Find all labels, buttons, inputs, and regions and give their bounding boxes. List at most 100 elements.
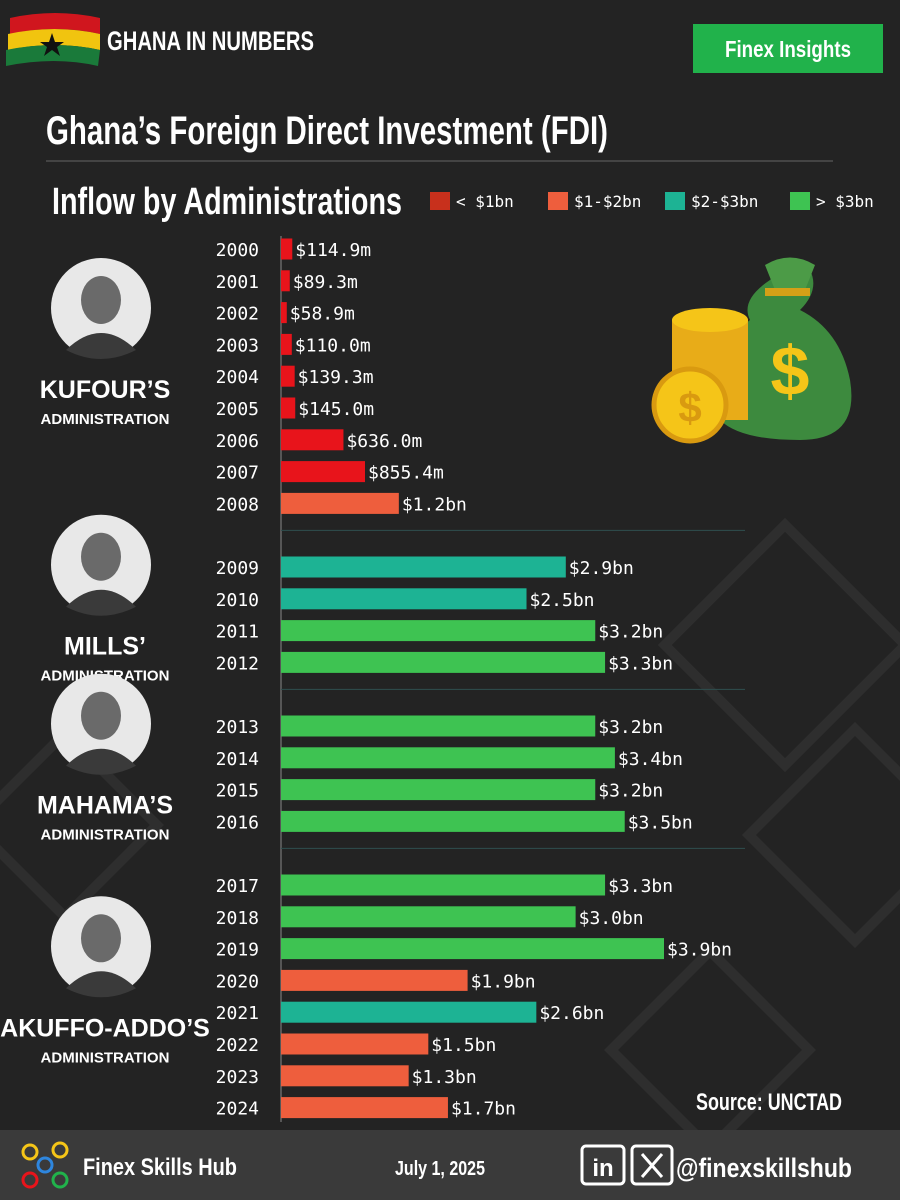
year-label: 2002 <box>216 304 259 325</box>
value-label: $110.0m <box>295 335 371 356</box>
bar <box>281 1001 537 1023</box>
year-label: 2003 <box>216 335 259 356</box>
portrait-body <box>66 333 136 359</box>
footer-handle: @finexskillshub <box>676 1153 852 1183</box>
background-pattern <box>0 517 900 1157</box>
value-label: $1.9bn <box>471 971 536 992</box>
year-label: 2009 <box>216 558 259 579</box>
value-label: $3.3bn <box>608 876 673 897</box>
footer-brand: Finex Skills Hub <box>83 1154 237 1181</box>
svg-text:$: $ <box>771 332 810 410</box>
bar <box>281 1065 409 1087</box>
year-label: 2000 <box>216 240 259 261</box>
money-illustration: $ $ <box>651 257 852 444</box>
legend-label: < $1bn <box>456 192 514 211</box>
year-label: 2012 <box>216 653 259 674</box>
value-label: $3.9bn <box>667 940 732 961</box>
administration-name: MAHAMA’S <box>37 792 173 820</box>
value-label: $3.2bn <box>598 781 663 802</box>
bar <box>281 492 399 514</box>
legend-swatch <box>790 192 810 210</box>
value-label: $139.3m <box>298 367 374 388</box>
bar <box>281 461 366 483</box>
legend-swatch <box>548 192 568 210</box>
year-label: 2007 <box>216 463 259 484</box>
value-label: $1.2bn <box>402 494 467 515</box>
year-label: 2011 <box>216 622 259 643</box>
footer-date: July 1, 2025 <box>395 1158 485 1180</box>
bar <box>281 874 606 896</box>
bar <box>281 429 344 451</box>
badge: Finex Insights <box>725 36 851 62</box>
portrait-head <box>81 914 121 963</box>
bar <box>281 906 576 928</box>
bar <box>281 556 566 578</box>
value-label: $145.0m <box>298 399 374 420</box>
portrait-body <box>66 589 136 616</box>
bar <box>281 270 290 292</box>
year-label: 2008 <box>216 494 259 515</box>
year-label: 2021 <box>216 1003 259 1024</box>
source: Source: UNCTAD <box>696 1089 842 1116</box>
year-label: 2019 <box>216 940 259 961</box>
portrait-head <box>81 276 121 324</box>
value-label: $1.5bn <box>431 1035 496 1056</box>
administration-label: ADMINISTRATION <box>41 1049 170 1066</box>
chart-title: Ghana’s Foreign Direct Investment (FDI) <box>46 109 608 153</box>
value-label: $58.9m <box>290 304 355 325</box>
svg-text:in: in <box>592 1155 613 1182</box>
bar <box>281 747 615 769</box>
chart-subtitle: Inflow by Administrations <box>52 181 402 223</box>
bar <box>281 969 468 991</box>
year-label: 2020 <box>216 971 259 992</box>
bar <box>281 779 596 801</box>
value-label: $2.5bn <box>530 590 595 611</box>
chart-area: < $1bn $1-$2bn $2-$3bn > $3bn KUFOUR’S ADMINI… <box>0 192 874 1122</box>
administration-name: MILLS’ <box>64 633 146 661</box>
year-label: 2006 <box>216 431 259 452</box>
value-label: $1.3bn <box>412 1067 477 1088</box>
portrait-head <box>81 532 121 581</box>
bar <box>281 397 296 419</box>
year-label: 2014 <box>216 749 259 770</box>
value-label: $3.5bn <box>628 812 693 833</box>
year-label: 2015 <box>216 781 259 802</box>
portrait-body <box>66 971 136 998</box>
portrait-body <box>66 748 136 775</box>
legend-label: > $3bn <box>816 192 874 211</box>
value-label: $3.4bn <box>618 749 683 770</box>
bar <box>281 1097 448 1119</box>
bar <box>281 302 287 324</box>
year-label: 2004 <box>216 367 259 388</box>
value-label: $2.9bn <box>569 558 634 579</box>
year-label: 2018 <box>216 908 259 929</box>
value-label: $3.2bn <box>598 622 663 643</box>
bar <box>281 365 295 387</box>
social-icons: in <box>580 1144 674 1186</box>
administration-label: ADMINISTRATION <box>41 411 170 428</box>
bar <box>281 238 293 260</box>
legend-label: $2-$3bn <box>691 192 758 211</box>
brand: GHANA IN NUMBERS <box>107 26 314 56</box>
year-label: 2016 <box>216 812 259 833</box>
legend-swatch <box>665 192 685 210</box>
administration-name: KUFOUR’S <box>40 376 171 404</box>
value-label: $636.0m <box>346 431 422 452</box>
year-label: 2013 <box>216 717 259 738</box>
value-label: $114.9m <box>295 240 371 261</box>
year-label: 2022 <box>216 1035 259 1056</box>
bar <box>281 620 596 642</box>
badge-bg <box>693 24 883 73</box>
administration-name: AKUFFO-ADDO’S <box>0 1014 210 1042</box>
value-label: $3.3bn <box>608 653 673 674</box>
bar <box>281 333 292 355</box>
bar <box>281 810 625 832</box>
bar <box>281 938 664 960</box>
year-label: 2001 <box>216 272 259 293</box>
svg-text:$: $ <box>678 384 701 431</box>
year-label: 2005 <box>216 399 259 420</box>
administration-label: ADMINISTRATION <box>41 827 170 844</box>
portrait-head <box>81 691 121 740</box>
year-label: 2024 <box>216 1099 259 1120</box>
